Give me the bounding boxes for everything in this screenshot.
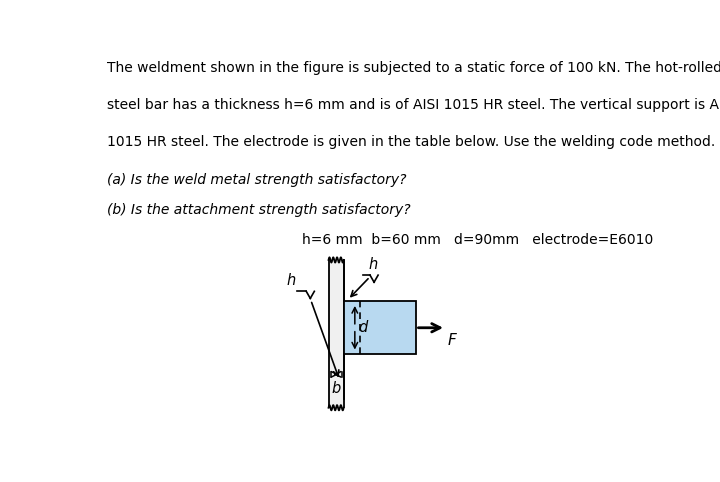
Text: b: b [331, 381, 341, 396]
Text: F: F [448, 333, 456, 348]
Text: h: h [368, 257, 377, 272]
Bar [328, 261, 343, 407]
Text: h: h [287, 273, 296, 288]
Text: (b) Is the attachment strength satisfactory?: (b) Is the attachment strength satisfact… [107, 203, 410, 217]
Text: h=6 mm  b=60 mm   d=90mm   electrode=E6010: h=6 mm b=60 mm d=90mm electrode=E6010 [302, 233, 653, 247]
Bar [343, 301, 415, 354]
Text: d: d [358, 320, 367, 335]
Text: The weldment shown in the figure is subjected to a static force of 100 kN. The h: The weldment shown in the figure is subj… [107, 61, 720, 75]
Text: 1015 HR steel. The electrode is given in the table below. Use the welding code m: 1015 HR steel. The electrode is given in… [107, 135, 715, 149]
Text: (a) Is the weld metal strength satisfactory?: (a) Is the weld metal strength satisfact… [107, 173, 406, 187]
Text: steel bar has a thickness h=6 mm and is of AISI 1015 HR steel. The vertical supp: steel bar has a thickness h=6 mm and is … [107, 98, 720, 112]
